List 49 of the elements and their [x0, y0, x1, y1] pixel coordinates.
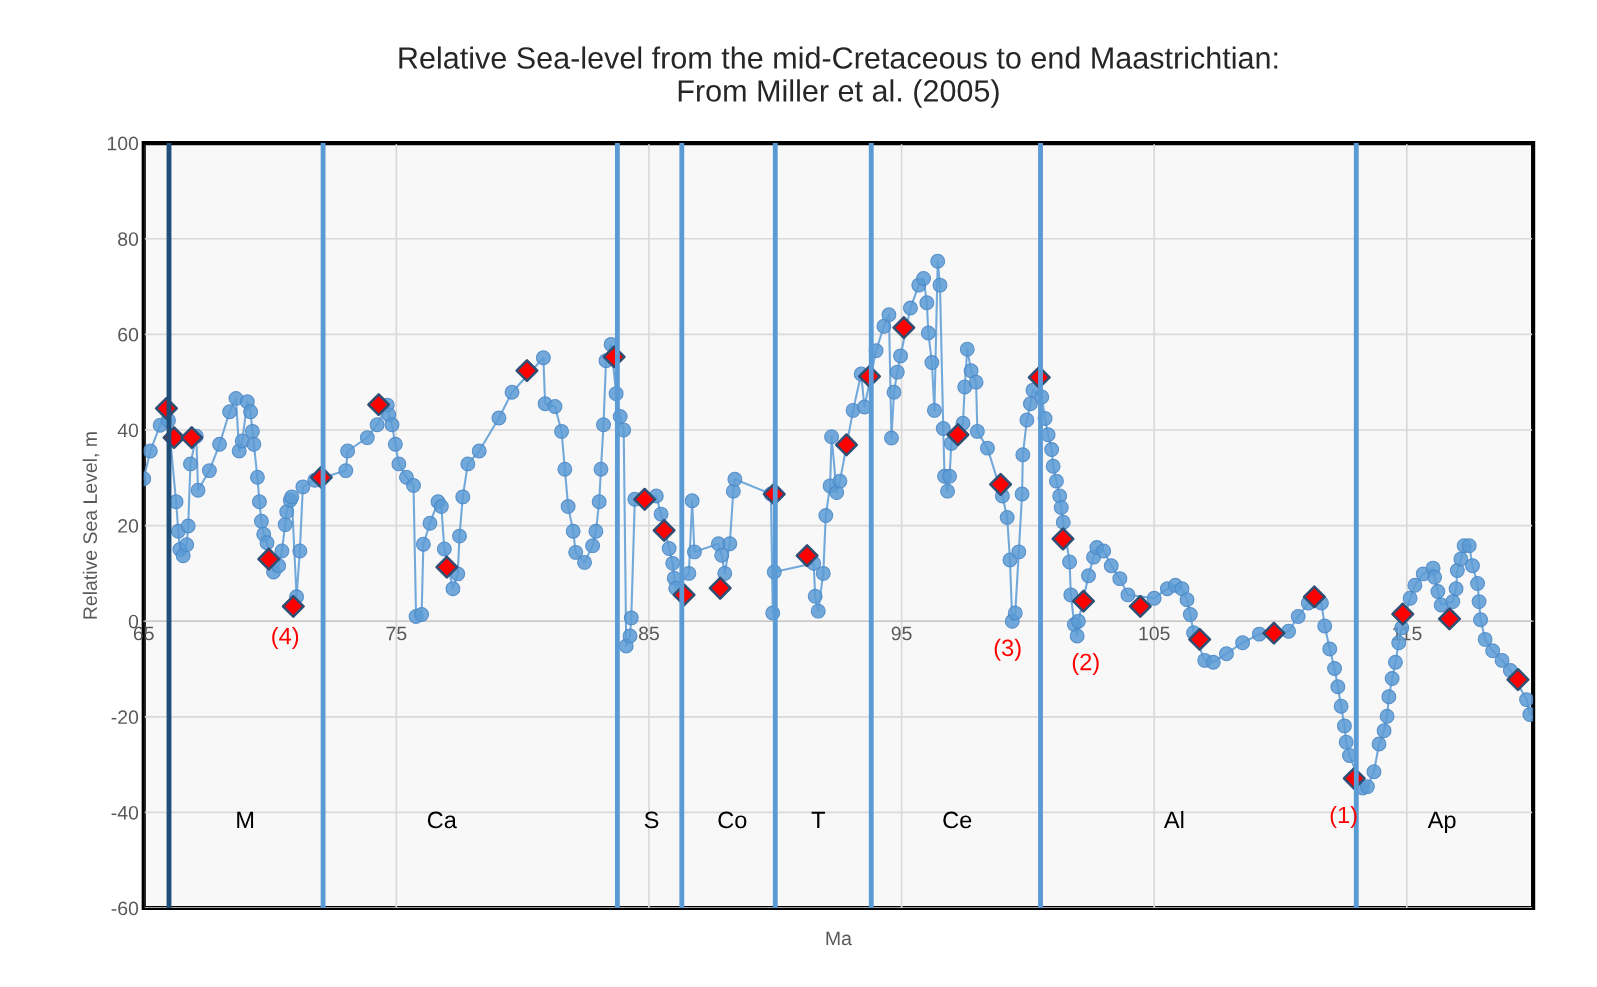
point — [1071, 589, 1096, 613]
point — [633, 487, 657, 511]
y-axis-title: Relative Sea Level, m — [82, 432, 100, 619]
annotation: Ca — [427, 811, 457, 829]
point — [795, 544, 819, 568]
point — [1437, 607, 1462, 631]
annotation: S — [644, 811, 659, 829]
point — [892, 316, 916, 340]
point — [834, 433, 859, 457]
point — [435, 555, 459, 579]
annotation: (3) — [994, 638, 1021, 661]
annotation: Ap — [1427, 811, 1456, 833]
annotation: Ce — [943, 811, 972, 829]
point — [1302, 585, 1326, 609]
point — [1051, 527, 1075, 551]
y-tick-label: -60 — [111, 901, 139, 916]
annotation: Al — [1163, 810, 1184, 829]
point — [652, 518, 676, 542]
point — [1391, 602, 1415, 626]
point — [180, 426, 204, 450]
point — [515, 359, 539, 383]
point — [1188, 627, 1212, 651]
annotation: M — [237, 811, 254, 829]
y-tick-label: 40 — [117, 423, 139, 438]
x-tick-label: 105 — [1139, 626, 1170, 641]
annotation: (2) — [1072, 653, 1099, 676]
point — [1506, 667, 1530, 692]
point — [708, 576, 732, 600]
annotation: Co — [718, 811, 747, 829]
point — [946, 423, 970, 447]
point — [281, 594, 305, 618]
y-tick-label: -20 — [111, 710, 139, 725]
x-tick-label: 75 — [386, 626, 407, 641]
y-tick-label: 60 — [118, 327, 139, 342]
point — [1128, 594, 1152, 618]
annotation: (4) — [272, 627, 299, 650]
y-tick-label: 80 — [118, 232, 139, 246]
x-axis-title: Ma — [826, 931, 852, 946]
point — [989, 472, 1013, 497]
point — [1262, 621, 1286, 645]
x-tick-label: 95 — [891, 626, 912, 641]
y-tick-label: 20 — [118, 519, 139, 533]
point — [367, 393, 391, 417]
x-tick-label: 85 — [638, 626, 659, 641]
annotation: T — [811, 811, 825, 829]
y-tick-label: 100 — [107, 136, 139, 151]
chart-title: Relative Sea-level from the mid-Cretaceous to end Maastrichtian: From Miller et al. (2005) — [399, 46, 1278, 108]
y-tick-label: -40 — [111, 805, 139, 820]
point — [257, 547, 281, 571]
